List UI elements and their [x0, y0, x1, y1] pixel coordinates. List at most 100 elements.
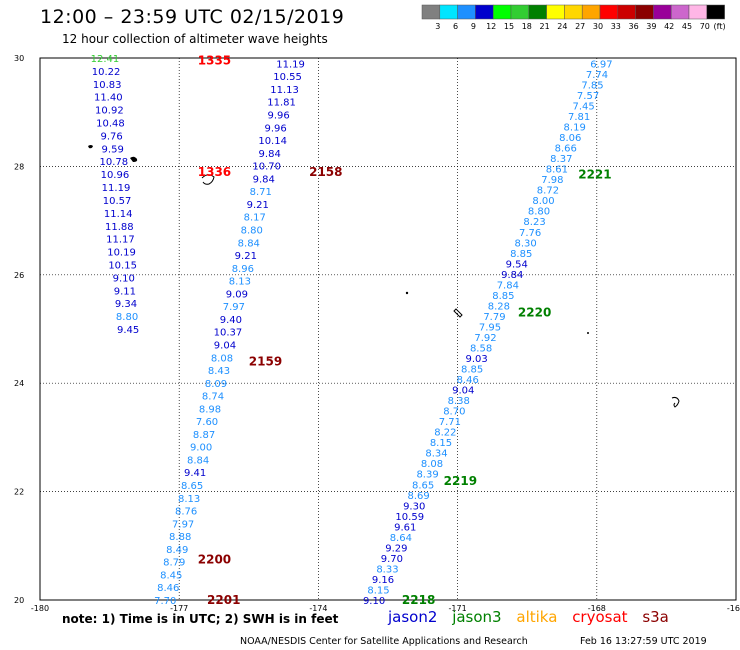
- wave-height-value: 8.69: [408, 491, 430, 502]
- wave-height-value: 8.13: [229, 277, 251, 288]
- wave-height-value: 8.66: [555, 144, 577, 155]
- wave-height-value: 8.28: [488, 301, 510, 312]
- wave-height-value: 8.23: [523, 217, 545, 228]
- wave-height-value: 11.81: [267, 98, 296, 109]
- colorbar-legend: 3 6 9 12 15 18 21 24 27 30 33 36 39 42 45 70 (ft): [421, 4, 726, 31]
- wave-height-value: 9.84: [253, 174, 275, 185]
- wave-height-value: 8.19: [564, 123, 586, 134]
- colorbar-bin: [528, 4, 547, 20]
- wave-height-value: 8.87: [193, 430, 215, 441]
- colorbar-bin: [688, 4, 708, 20]
- wave-height-value: 8.37: [550, 154, 572, 165]
- wave-height-value: 7.85: [581, 80, 603, 91]
- wave-height-value: 8.17: [244, 213, 266, 224]
- wave-height-value: 8.49: [166, 545, 188, 556]
- wave-height-value: 8.15: [367, 585, 389, 596]
- island-5: [405, 291, 409, 295]
- x-tick-label: -165: [727, 604, 740, 613]
- island-6: [587, 332, 589, 334]
- colorbar-tick-label: 39: [646, 22, 656, 31]
- wave-height-value: 10.70: [252, 162, 281, 173]
- time-label: 2158: [309, 165, 342, 179]
- colorbar-bin: [617, 4, 636, 20]
- wave-height-value: 9.10: [113, 273, 135, 284]
- colorbar-bin: [546, 4, 565, 20]
- wave-height-value: 12.41: [91, 54, 120, 65]
- wave-height-value: 11.40: [94, 93, 123, 104]
- colorbar-bin: [457, 4, 476, 20]
- chart-subtitle: 12 hour collection of altimeter wave hei…: [62, 32, 328, 46]
- wave-height-value: 9.70: [381, 554, 403, 565]
- wave-height-value: 10.92: [95, 106, 124, 117]
- colorbar-bin: [439, 4, 458, 20]
- island-3: [88, 145, 93, 149]
- wave-height-value: 9.29: [385, 543, 407, 554]
- legend-jason2: jason2: [388, 608, 438, 626]
- wave-height-value: 10.22: [92, 67, 121, 78]
- wave-height-value: 8.22: [434, 428, 456, 439]
- legend-altika: altika: [516, 608, 558, 626]
- wave-height-value: 9.21: [247, 200, 269, 211]
- wave-height-value: 8.85: [461, 365, 483, 376]
- island-4: [453, 308, 463, 318]
- x-tick-label: -174: [309, 604, 327, 613]
- island-1: [130, 156, 138, 162]
- wave-height-value: 8.61: [546, 165, 568, 176]
- wave-height-value: 8.80: [241, 226, 263, 237]
- y-tick-label: 26: [14, 271, 24, 280]
- wave-height-value: 8.43: [208, 366, 230, 377]
- wave-height-value: 7.76: [519, 228, 541, 239]
- wave-height-value: 9.11: [114, 286, 136, 297]
- wave-height-value: 10.78: [99, 157, 128, 168]
- colorbar-tick-label: 24: [557, 22, 567, 31]
- time-label: 1336: [198, 165, 231, 179]
- wave-height-value: 10.19: [107, 248, 136, 259]
- wave-height-value: 9.34: [115, 299, 137, 310]
- wave-height-value: 7.60: [196, 417, 218, 428]
- colorbar-tick-label: 45: [682, 22, 692, 31]
- wave-height-value: 8.80: [116, 312, 138, 323]
- wave-height-value: 8.45: [160, 570, 182, 581]
- colorbar-tick-label: 6: [453, 22, 458, 31]
- wave-height-value: 8.34: [425, 449, 447, 460]
- colorbar-bin: [581, 4, 601, 20]
- wave-height-value: 8.85: [492, 291, 514, 302]
- wave-height-value: 8.76: [175, 507, 197, 518]
- wave-height-value: 8.46: [457, 375, 479, 386]
- colorbar-bin: [670, 4, 690, 20]
- wave-height-value: 10.83: [93, 80, 122, 91]
- time-label: 2221: [578, 168, 611, 182]
- wave-height-value: 9.54: [506, 259, 528, 270]
- plot-frame: [39, 57, 737, 601]
- wave-height-value: 8.33: [376, 564, 398, 575]
- wave-height-value: 11.14: [104, 209, 133, 220]
- island-outlines: [88, 145, 680, 408]
- wave-height-value: 9.96: [265, 123, 287, 134]
- colorbar-tick-label: 30: [593, 22, 603, 31]
- colorbar-tick-label: 12: [486, 22, 496, 31]
- wave-height-value: 10.15: [108, 260, 137, 271]
- axis-ticks: -180 -177 -174 -171 -168 -165 20 22 24 26 28 30: [14, 54, 740, 613]
- colorbar-bin: [492, 4, 512, 20]
- wave-height-value: 9.84: [259, 149, 281, 160]
- wave-height-value: 8.13: [178, 494, 200, 505]
- wave-height-value: 8.38: [448, 396, 470, 407]
- wave-height-value: 9.04: [452, 386, 474, 397]
- time-label: 2159: [249, 355, 282, 369]
- time-label: 1335: [198, 54, 231, 68]
- wave-height-value: 8.65: [412, 480, 434, 491]
- wave-height-value: 8.64: [390, 533, 412, 544]
- wave-height-value: 7.98: [541, 175, 563, 186]
- wave-height-value: 9.04: [214, 340, 236, 351]
- wave-height-value: 10.55: [273, 72, 302, 83]
- wave-height-value: 8.96: [232, 264, 254, 275]
- wave-height-value: 8.00: [532, 196, 554, 207]
- wave-height-value: 8.85: [510, 249, 532, 260]
- wave-height-value: 10.59: [395, 512, 424, 523]
- plot-grid: [40, 58, 736, 600]
- wave-height-value: 10.48: [96, 119, 125, 130]
- wave-height-value: 9.59: [102, 144, 124, 155]
- wave-height-value: 9.03: [465, 354, 487, 365]
- wave-height-value: 11.17: [106, 235, 135, 246]
